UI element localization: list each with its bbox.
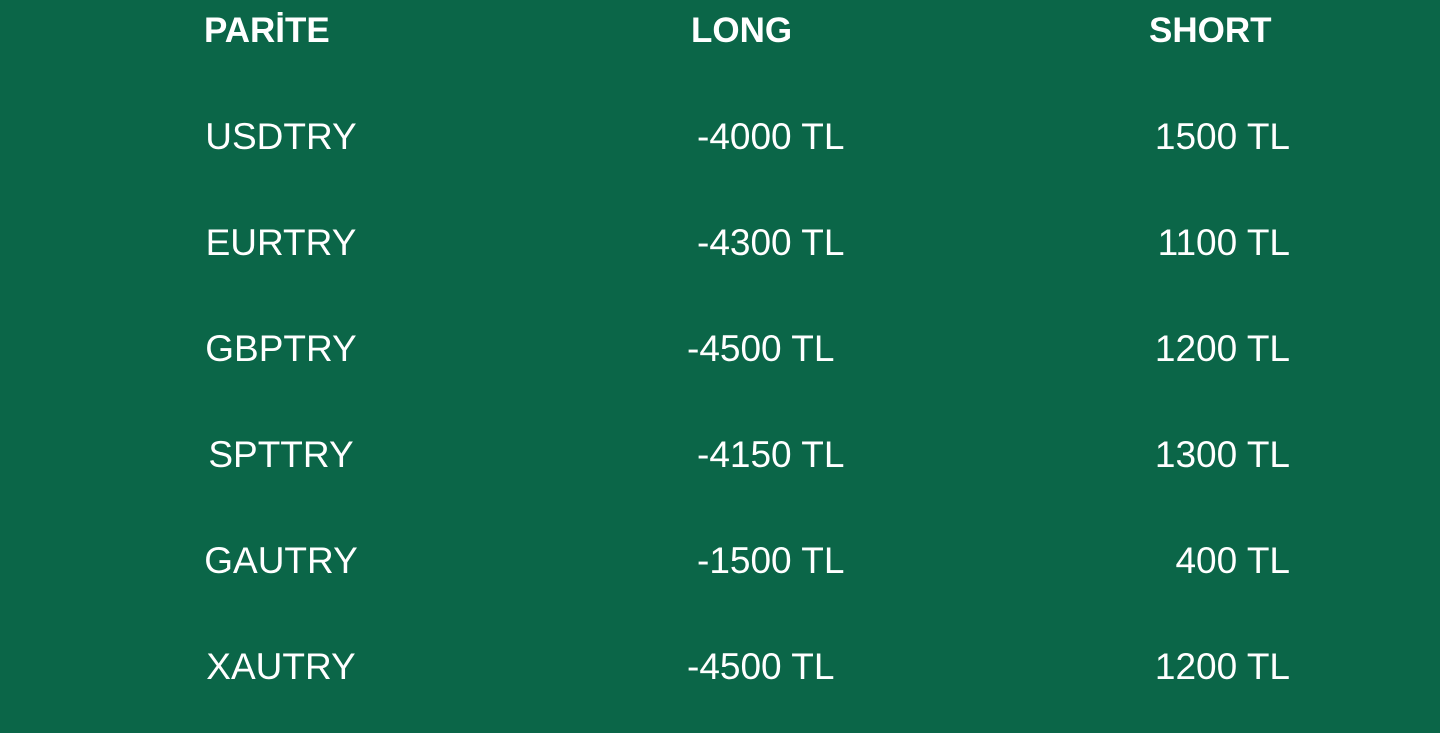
pair-cell: SPTTRY: [208, 434, 354, 475]
long-cell: -4000 TL: [697, 116, 845, 157]
header-pair: PARİTE: [204, 11, 330, 50]
pair-cell: GBPTRY: [205, 328, 357, 369]
pair-cell: XAUTRY: [206, 646, 356, 687]
short-cell: 1300 TL: [1154, 434, 1290, 475]
short-cell: 1500 TL: [1154, 116, 1290, 157]
header-short: SHORT: [1149, 11, 1272, 50]
long-cell: -4500 TL: [687, 328, 835, 369]
pair-cell: GAUTRY: [204, 540, 358, 581]
pair-cell: EURTRY: [205, 222, 357, 263]
short-cell: 1200 TL: [1154, 646, 1290, 687]
short-cell: 400 TL: [1175, 540, 1290, 581]
pair-cell: USDTRY: [205, 116, 357, 157]
short-cell: 1100 TL: [1157, 222, 1290, 263]
long-cell: -1500 TL: [697, 540, 845, 581]
long-cell: -4150 TL: [697, 434, 845, 475]
short-cell: 1200 TL: [1154, 328, 1290, 369]
long-cell: -4300 TL: [697, 222, 845, 263]
header-long: LONG: [691, 11, 793, 50]
long-cell: -4500 TL: [687, 646, 835, 687]
